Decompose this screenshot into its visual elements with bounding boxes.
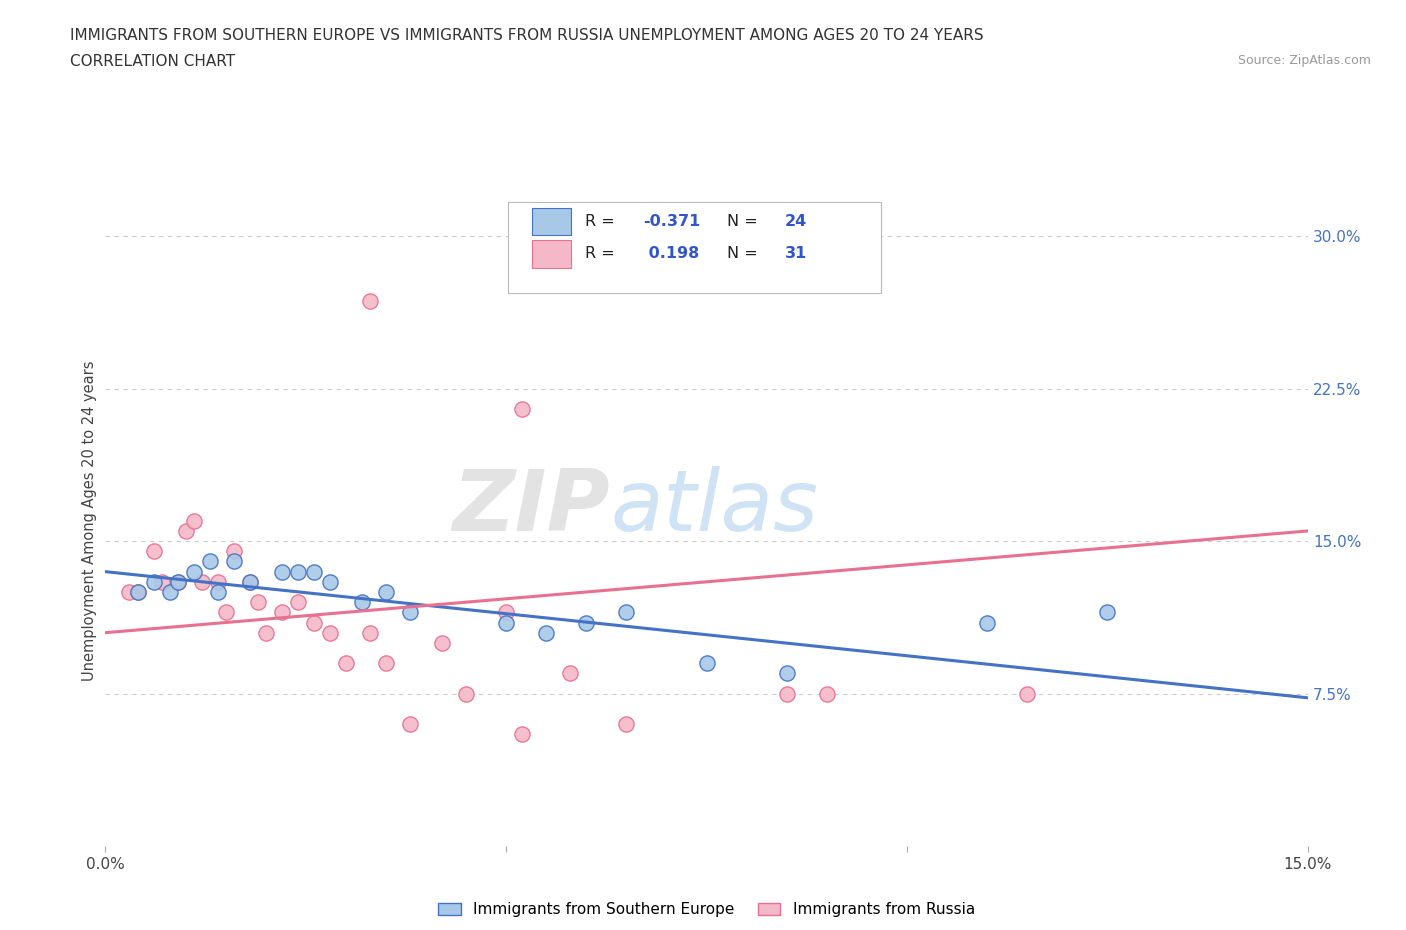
Point	[302, 615, 325, 630]
FancyBboxPatch shape	[508, 202, 880, 293]
Point	[127, 585, 149, 600]
Point	[183, 565, 205, 579]
Text: N =: N =	[727, 246, 763, 261]
Point	[246, 595, 269, 610]
Point	[776, 686, 799, 701]
Point	[696, 656, 718, 671]
Point	[495, 615, 517, 630]
Point	[1017, 686, 1039, 701]
Point	[335, 656, 357, 671]
Point	[350, 595, 373, 610]
Point	[190, 575, 212, 590]
Text: CORRELATION CHART: CORRELATION CHART	[70, 54, 235, 69]
Point	[495, 604, 517, 619]
Point	[399, 604, 422, 619]
Point	[166, 575, 188, 590]
Point	[118, 585, 141, 600]
Point	[270, 604, 292, 619]
Point	[359, 294, 381, 309]
FancyBboxPatch shape	[533, 240, 571, 268]
Point	[374, 585, 398, 600]
Text: N =: N =	[727, 214, 763, 229]
Point	[815, 686, 838, 701]
Point	[222, 554, 245, 569]
Point	[1097, 604, 1119, 619]
Point	[399, 717, 422, 732]
Point	[270, 565, 292, 579]
Point	[575, 615, 598, 630]
Point	[510, 727, 533, 742]
Point	[207, 585, 229, 600]
Text: IMMIGRANTS FROM SOUTHERN EUROPE VS IMMIGRANTS FROM RUSSIA UNEMPLOYMENT AMONG AGE: IMMIGRANTS FROM SOUTHERN EUROPE VS IMMIG…	[70, 28, 984, 43]
Point	[776, 666, 799, 681]
Point	[287, 565, 309, 579]
Point	[222, 544, 245, 559]
Point	[319, 575, 342, 590]
FancyBboxPatch shape	[533, 207, 571, 235]
Text: 24: 24	[785, 214, 807, 229]
Point	[159, 585, 181, 600]
Point	[374, 656, 398, 671]
Point	[166, 575, 188, 590]
Point	[560, 666, 582, 681]
Point	[510, 402, 533, 417]
Point	[214, 604, 236, 619]
Point	[150, 575, 173, 590]
Text: R =: R =	[585, 246, 620, 261]
Point	[616, 604, 638, 619]
Text: atlas: atlas	[610, 466, 818, 550]
Point	[534, 625, 557, 640]
Legend: Immigrants from Southern Europe, Immigrants from Russia: Immigrants from Southern Europe, Immigra…	[432, 897, 981, 923]
Text: 31: 31	[785, 246, 807, 261]
Text: 0.198: 0.198	[643, 246, 699, 261]
Point	[207, 575, 229, 590]
Point	[183, 513, 205, 528]
Point	[142, 544, 165, 559]
Point	[198, 554, 221, 569]
Point	[359, 625, 381, 640]
Point	[454, 686, 477, 701]
Point	[254, 625, 277, 640]
Text: ZIP: ZIP	[453, 466, 610, 550]
Point	[127, 585, 149, 600]
Text: R =: R =	[585, 214, 620, 229]
Point	[430, 635, 453, 650]
Point	[287, 595, 309, 610]
Point	[319, 625, 342, 640]
Point	[239, 575, 262, 590]
Point	[239, 575, 262, 590]
Point	[976, 615, 998, 630]
Point	[142, 575, 165, 590]
Point	[174, 524, 197, 538]
Y-axis label: Unemployment Among Ages 20 to 24 years: Unemployment Among Ages 20 to 24 years	[82, 361, 97, 681]
Point	[302, 565, 325, 579]
Text: Source: ZipAtlas.com: Source: ZipAtlas.com	[1237, 54, 1371, 67]
Point	[616, 717, 638, 732]
Text: -0.371: -0.371	[643, 214, 700, 229]
